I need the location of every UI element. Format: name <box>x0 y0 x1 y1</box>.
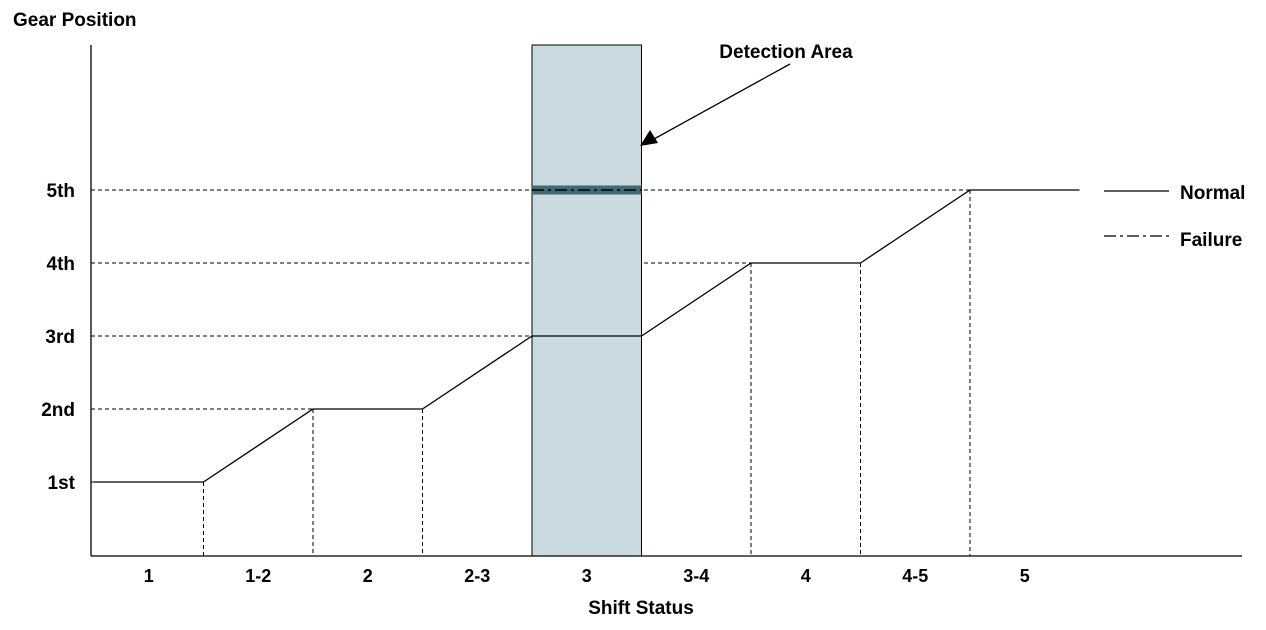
x-axis-title: Shift Status <box>588 598 694 619</box>
normal-line <box>94 189 1080 483</box>
legend-failure-label: Failure <box>1180 230 1242 251</box>
x-tick-label: 4 <box>801 566 811 586</box>
axes <box>90 45 1242 557</box>
labels: Gear Position 1st 2nd 3rd 4th 5th 1 1-2 2 2-3 3 3-4… <box>13 10 1030 619</box>
x-tick-label: 5 <box>1020 566 1030 586</box>
detection-area-band <box>531 44 642 557</box>
series-lines <box>94 185 1080 483</box>
y-tick-label: 5th <box>47 181 76 202</box>
x-tick-label: 3-4 <box>683 566 709 586</box>
legend-normal-label: Normal <box>1180 183 1245 204</box>
x-tick-label: 3 <box>582 566 592 586</box>
x-tick-label: 2-3 <box>464 566 490 586</box>
x-tick-label: 4-5 <box>902 566 928 586</box>
annotation-label: Detection Area <box>719 42 853 63</box>
x-tick-label: 1 <box>144 566 154 586</box>
x-tick-label: 2 <box>363 566 373 586</box>
y-tick-label: 1st <box>48 473 76 494</box>
y-tick-label: 3rd <box>45 327 75 348</box>
x-tick-label: 1-2 <box>245 566 271 586</box>
grid-lines <box>91 189 971 556</box>
annotation-arrow-head <box>640 130 658 146</box>
y-tick-label: 4th <box>47 254 76 275</box>
y-tick-label: 2nd <box>41 400 75 421</box>
y-axis-title: Gear Position <box>13 10 137 31</box>
annotation-arrow-line <box>653 63 791 140</box>
legend: Normal Failure <box>1104 183 1245 251</box>
detection-area-layer <box>531 44 642 557</box>
